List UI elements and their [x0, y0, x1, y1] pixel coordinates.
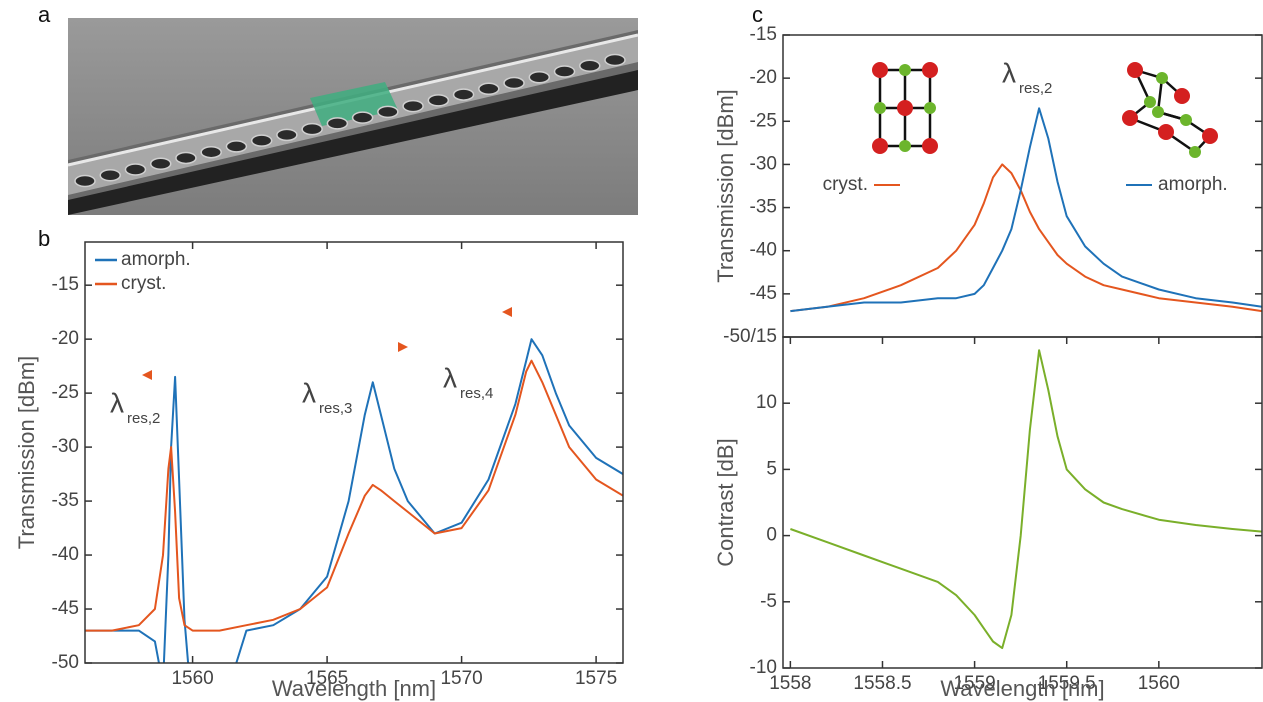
y-axis-label: Transmission [dBm]: [713, 89, 738, 283]
y-tick-label: -10: [750, 657, 777, 678]
hole: [351, 111, 374, 124]
y-tick-label: 0: [766, 525, 777, 546]
hole: [200, 145, 222, 159]
arrows: [142, 307, 566, 380]
legend-label: amorph.: [1158, 174, 1228, 195]
y-tick-label: -30: [750, 153, 777, 174]
annotation-subscript: res,4: [460, 385, 493, 402]
hole: [452, 88, 475, 101]
x-tick-label: 1559: [953, 673, 995, 694]
hole: [604, 53, 626, 67]
x-axis-label: Wavelength [nm]: [272, 676, 436, 701]
hole: [503, 76, 525, 90]
hole: [225, 140, 248, 153]
y-tick-label: -40: [750, 240, 777, 261]
panel-label: c: [752, 2, 763, 27]
sem-image: [67, 18, 639, 215]
annotation-subscript: res,2: [1019, 80, 1052, 97]
y-tick-label: -40: [52, 544, 79, 565]
hole: [579, 59, 601, 73]
plot-frame: [782, 336, 1263, 669]
y-axis-label: Transmission [dBm]: [14, 356, 39, 550]
hole: [276, 128, 298, 142]
hole: [553, 65, 576, 78]
y-tick-label: -20: [52, 328, 79, 349]
x-tick-label: 1565: [306, 668, 348, 689]
annotation-symbol: λ: [110, 387, 124, 418]
annotation-symbol: λ: [443, 362, 457, 393]
hole: [478, 82, 500, 96]
series-line: [790, 107, 1262, 313]
series-line: [85, 338, 623, 663]
legend-label: cryst.: [823, 174, 868, 195]
hole: [402, 99, 424, 113]
y-tick-label: -25: [52, 382, 79, 403]
lattice-crystalline: [872, 62, 938, 154]
panel-label: a: [38, 2, 51, 27]
y-axis-label: Contrast [dB]: [713, 438, 738, 566]
y-tick-label: -30: [52, 436, 79, 457]
y-tick-label: -50: [52, 652, 79, 673]
hole: [528, 71, 551, 84]
y-tick-label: -15: [52, 274, 79, 295]
hole: [377, 105, 399, 119]
annotation-subscript: res,2: [127, 410, 160, 427]
x-tick-label: 1570: [440, 668, 482, 689]
x-tick-label: 1560: [171, 668, 213, 689]
x-tick-label: 1558.5: [853, 673, 911, 694]
panel-label: b: [38, 226, 50, 251]
annotation-symbol: λ: [1002, 57, 1016, 88]
y-tick-label: -15: [750, 24, 777, 45]
y-tick-label: -35: [750, 197, 777, 218]
hole: [326, 117, 349, 130]
x-tick-label: 1560: [1138, 673, 1180, 694]
legend-label: amorph.: [121, 249, 191, 270]
hole: [74, 174, 96, 188]
y-tick-label: -35: [52, 490, 79, 511]
hole: [427, 94, 450, 107]
legend-label: cryst.: [121, 273, 166, 294]
hole: [250, 134, 273, 147]
y-tick-label: -45: [750, 283, 777, 304]
y-tick-label: -20: [750, 67, 777, 88]
series-line: [790, 163, 1262, 313]
x-tick-label: 1558: [769, 673, 811, 694]
hole: [175, 151, 197, 165]
hole: [124, 163, 147, 176]
lattice-amorphous: [1122, 62, 1218, 158]
plot-frame: [84, 241, 624, 664]
hole: [149, 157, 172, 170]
y-tick-label: 5: [766, 458, 777, 479]
y-tick-label: -50/15: [723, 326, 777, 347]
y-tick-label: -5: [760, 591, 777, 612]
annotation-symbol: λ: [302, 377, 316, 408]
y-tick-label: 10: [756, 392, 777, 413]
x-tick-label: 1559.5: [1038, 673, 1096, 694]
annotation-subscript: res,3: [319, 400, 352, 417]
hole: [301, 122, 323, 136]
series-line: [790, 349, 1262, 650]
series-line: [85, 359, 623, 632]
y-tick-label: -25: [750, 110, 777, 131]
y-tick-label: -45: [52, 598, 79, 619]
x-tick-label: 1575: [575, 668, 617, 689]
hole: [99, 168, 121, 182]
x-axis-label: Wavelength [nm]: [940, 676, 1104, 701]
